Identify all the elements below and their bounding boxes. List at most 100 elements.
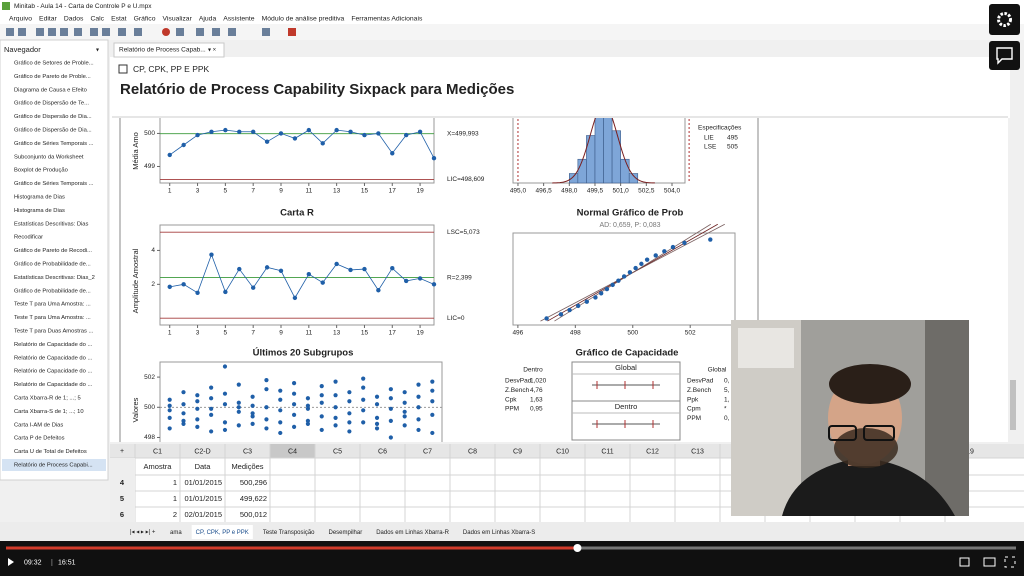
tool-icon[interactable] [90, 28, 98, 36]
point [209, 429, 214, 434]
nav-item[interactable]: Carta Xbarra-R de 1; ...; 5 [14, 396, 81, 402]
column-header[interactable]: C3 [243, 448, 252, 455]
menu-item[interactable]: Visualizar [163, 15, 193, 22]
nav-item[interactable]: Gráfico de Probabilidade de... [14, 262, 91, 268]
nav-item[interactable]: Gráfico de Pareto de Proble... [14, 74, 91, 80]
scrollbar[interactable] [1008, 118, 1018, 442]
tool-icon[interactable] [176, 28, 184, 36]
nav-item[interactable]: Histograma de Dias [14, 195, 65, 201]
tool-icon[interactable] [60, 28, 68, 36]
cell[interactable]: 500,296 [240, 478, 267, 487]
point [236, 382, 241, 387]
nav-item[interactable]: Teste T para Uma Amostra: ... [14, 315, 91, 321]
nav-item[interactable]: Boxplot de Produção [14, 168, 68, 174]
nav-item[interactable]: Carta P de Defeitos [14, 436, 65, 442]
column-header[interactable]: C5 [333, 448, 342, 455]
point [292, 295, 298, 301]
cell[interactable]: 1 [173, 494, 177, 503]
nav-item[interactable]: Estatísticas Descritivas: Dias_2 [14, 275, 95, 281]
tool-icon[interactable] [262, 28, 270, 36]
tool-icon[interactable] [288, 28, 296, 36]
menu-item[interactable]: Gráfico [134, 15, 156, 22]
sheet-nav[interactable]: |◂ ◂ ▸ ▸| + [130, 530, 156, 536]
tool-icon[interactable] [6, 28, 14, 36]
nav-item[interactable]: Diagrama de Causa e Efeito [14, 87, 87, 93]
menu-item[interactable]: Editar [39, 15, 57, 22]
cell[interactable]: 01/01/2015 [184, 494, 222, 503]
sheet-tab[interactable] [191, 525, 253, 539]
pip-button[interactable] [983, 557, 996, 567]
nav-item[interactable]: Teste T para Duas Amostras ... [14, 329, 94, 335]
tool-icon[interactable] [102, 28, 110, 36]
nav-item[interactable]: Gráfico de Probabilidade de... [14, 288, 91, 294]
tool-icon[interactable] [118, 28, 126, 36]
navigator-menu[interactable]: ▾ [96, 48, 99, 54]
progress-knob[interactable] [573, 544, 582, 552]
tool-icon[interactable] [162, 28, 170, 36]
column-header[interactable]: C1 [153, 448, 162, 455]
nav-item[interactable]: Gráfico de Dispersão de Dia... [14, 114, 92, 120]
scroll-thumb[interactable] [1010, 380, 1016, 430]
cell[interactable]: 1 [173, 478, 177, 487]
volume-button[interactable] [959, 557, 970, 567]
menu-item[interactable]: Ajuda [199, 15, 217, 22]
comment-button[interactable] [989, 41, 1020, 70]
column-header[interactable]: C6 [378, 448, 387, 455]
column-header[interactable]: C12 [646, 448, 659, 455]
menu-item[interactable]: Dados [64, 15, 84, 22]
tool-icon[interactable] [212, 28, 220, 36]
nav-item[interactable]: Gráfico de Setores de Proble... [14, 61, 94, 67]
column-header[interactable]: C7 [423, 448, 432, 455]
menu-item[interactable]: Estat [111, 15, 127, 22]
tool-icon[interactable] [74, 28, 82, 36]
menu-item[interactable]: Assistente [223, 15, 255, 22]
column-header[interactable]: C11 [601, 448, 613, 455]
nav-item[interactable]: Gráfico de Pareto de Recodi... [14, 248, 92, 254]
settings-button[interactable] [989, 4, 1020, 35]
x-tick-label: 7 [251, 330, 255, 337]
menu-item[interactable]: Ferramentas Adicionais [351, 15, 423, 22]
nav-item[interactable]: Carta U de Total de Defeitos [14, 449, 87, 455]
menu-item[interactable]: Módulo de análise preditiva [262, 15, 345, 22]
tab-close[interactable]: ▾ × [208, 48, 217, 54]
nav-item[interactable]: Gráfico de Séries Temporais ... [14, 181, 94, 187]
nav-item[interactable]: Gráfico de Dispersão de Dia... [14, 128, 92, 134]
column-header[interactable]: C4 [288, 448, 297, 455]
nav-item[interactable]: Estatísticas Descritivas: Dias [14, 221, 89, 227]
column-header[interactable]: C2-D [194, 448, 210, 455]
cell[interactable]: 2 [173, 510, 177, 519]
tool-icon[interactable] [36, 28, 44, 36]
column-header[interactable]: C13 [691, 448, 704, 455]
play-button[interactable] [8, 558, 14, 566]
nav-item[interactable]: Recodificar [14, 235, 43, 241]
column-header[interactable]: C8 [468, 448, 477, 455]
nav-item[interactable]: Relatório de Capacidade do ... [14, 382, 93, 388]
nav-item[interactable]: Relatório de Capacidade do ... [14, 342, 93, 348]
cell[interactable]: 02/01/2015 [184, 510, 222, 519]
nav-item[interactable]: Relatório de Capacidade do ... [14, 369, 93, 375]
cell[interactable]: 499,622 [240, 494, 267, 503]
nav-item[interactable]: Teste T para Uma Amostra: ... [14, 302, 91, 308]
nav-item[interactable]: Gráfico de Dispersão de Te... [14, 101, 89, 107]
nav-item[interactable]: Carta I-AM de Dias [14, 422, 63, 428]
nav-item[interactable]: Gráfico de Séries Temporais ... [14, 141, 94, 147]
nav-item[interactable]: Histograma de Dias [14, 208, 65, 214]
cell[interactable]: 500,012 [240, 510, 267, 519]
menu-item[interactable]: Calc [90, 15, 104, 22]
tool-icon[interactable] [228, 28, 236, 36]
nav-item[interactable]: Subconjunto da Worksheet [14, 154, 84, 160]
column-header[interactable]: C9 [513, 448, 522, 455]
tool-icon[interactable] [18, 28, 26, 36]
tool-icon[interactable] [48, 28, 56, 36]
point [222, 402, 228, 407]
nav-item[interactable]: Relatório de Capacidade do ... [14, 355, 93, 361]
fullscreen-button[interactable] [1004, 556, 1016, 568]
tool-icon[interactable] [134, 28, 142, 36]
report-tab[interactable] [113, 42, 225, 58]
column-header[interactable]: C10 [556, 448, 569, 455]
nav-item[interactable]: Relatório de Process Capabi... [14, 463, 93, 469]
tool-icon[interactable] [196, 28, 204, 36]
cell[interactable]: 01/01/2015 [184, 478, 222, 487]
menu-item[interactable]: Arquivo [9, 15, 32, 22]
nav-item[interactable]: Carta Xbarra-S de 1; ...; 10 [14, 409, 84, 415]
